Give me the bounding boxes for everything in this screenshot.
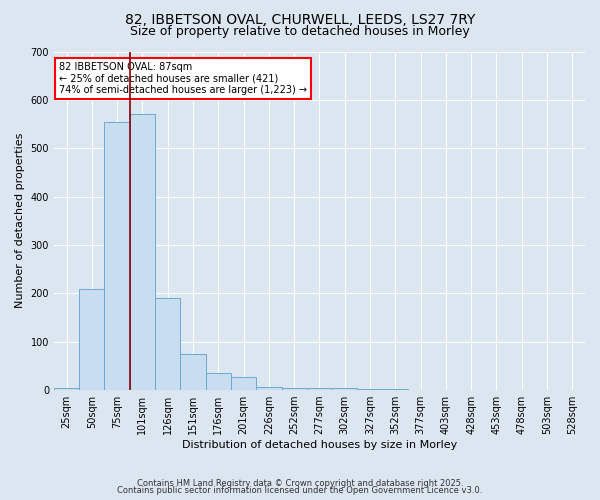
Y-axis label: Number of detached properties: Number of detached properties (15, 133, 25, 308)
Bar (231, 376, 256, 390)
Bar (181, 354, 206, 390)
Bar (130, 114, 155, 390)
Bar (383, 389, 408, 390)
Text: Contains public sector information licensed under the Open Government Licence v3: Contains public sector information licen… (118, 486, 482, 495)
Text: 82 IBBETSON OVAL: 87sqm
← 25% of detached houses are smaller (421)
74% of semi-d: 82 IBBETSON OVAL: 87sqm ← 25% of detache… (59, 62, 307, 95)
Bar (256, 386, 281, 390)
Bar (104, 122, 130, 390)
Bar (206, 373, 231, 390)
Text: 82, IBBETSON OVAL, CHURWELL, LEEDS, LS27 7RY: 82, IBBETSON OVAL, CHURWELL, LEEDS, LS27… (125, 12, 475, 26)
Bar (281, 388, 307, 390)
Text: Contains HM Land Registry data © Crown copyright and database right 2025.: Contains HM Land Registry data © Crown c… (137, 478, 463, 488)
Bar (155, 298, 181, 390)
X-axis label: Distribution of detached houses by size in Morley: Distribution of detached houses by size … (182, 440, 457, 450)
Bar (332, 388, 358, 390)
Bar (79, 288, 104, 390)
Bar (54, 388, 79, 390)
Text: Size of property relative to detached houses in Morley: Size of property relative to detached ho… (130, 25, 470, 38)
Bar (307, 388, 332, 390)
Bar (358, 389, 383, 390)
